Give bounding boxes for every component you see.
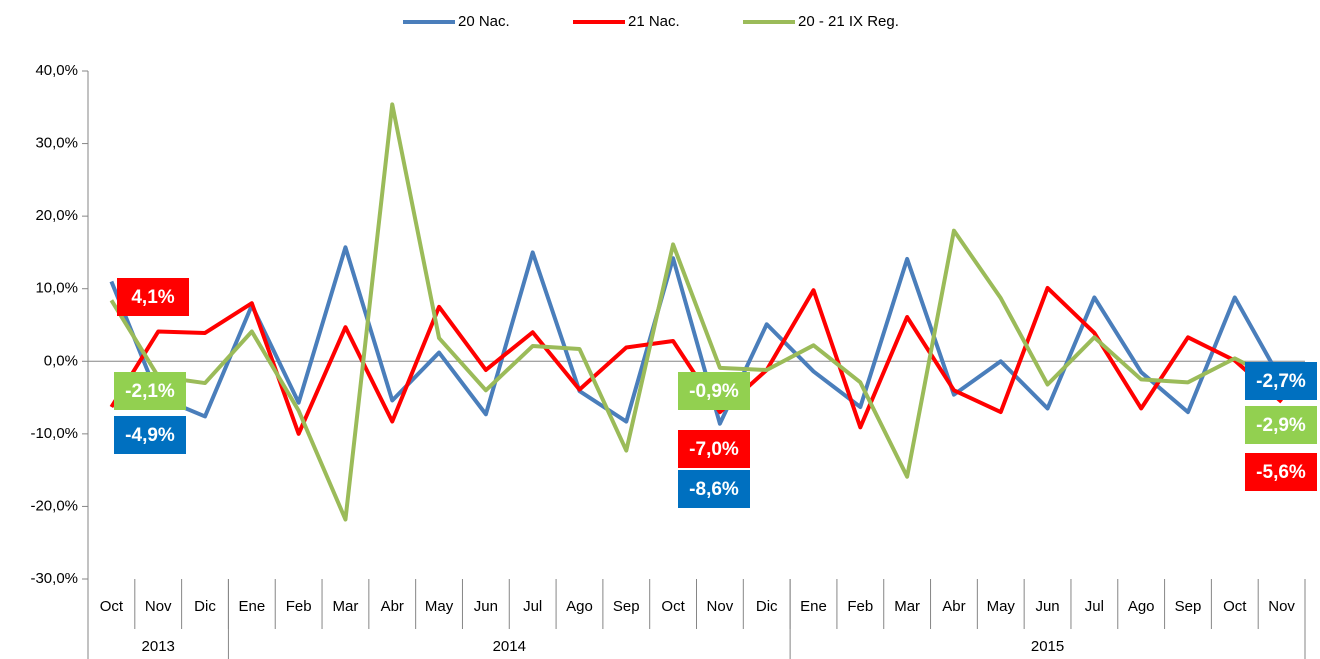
x-tick-label: Feb <box>286 598 312 615</box>
x-tick-label: Nov <box>707 598 734 615</box>
data-label: -2,1% <box>125 381 175 402</box>
y-tick-label: 10,0% <box>35 280 78 297</box>
x-tick-label: Nov <box>1268 598 1295 615</box>
x-tick-label: Mar <box>894 598 920 615</box>
x-tick-label: Sep <box>1175 598 1202 615</box>
data-label-box <box>678 470 750 508</box>
data-label-box <box>1245 453 1317 491</box>
x-tick-label: Jun <box>474 598 498 615</box>
y-tick-label: -20,0% <box>30 497 78 514</box>
x-tick-label: Ago <box>1128 598 1155 615</box>
x-tick-label: Mar <box>333 598 359 615</box>
data-label: -2,7% <box>1256 371 1306 392</box>
x-tick-label: Nov <box>145 598 172 615</box>
data-label-box <box>1245 362 1317 400</box>
x-tick-label: Oct <box>100 598 124 615</box>
x-tick-label: Ago <box>566 598 593 615</box>
y-tick-label: 30,0% <box>35 135 78 152</box>
data-label-box <box>114 416 186 454</box>
x-tick-label: Jul <box>523 598 542 615</box>
data-label: -2,9% <box>1256 415 1306 436</box>
x-tick-label: Feb <box>847 598 873 615</box>
group-label: 2013 <box>142 638 175 655</box>
x-tick-label: Abr <box>942 598 965 615</box>
data-label-box <box>114 372 186 410</box>
data-label: 4,1% <box>131 287 174 308</box>
y-tick-label: 0,0% <box>44 352 78 369</box>
y-tick-label: 40,0% <box>35 62 78 79</box>
x-tick-label: Dic <box>194 598 216 615</box>
data-label-box <box>1245 406 1317 444</box>
x-tick-label: Sep <box>613 598 640 615</box>
data-label: -8,6% <box>689 479 739 500</box>
x-tick-label: Jun <box>1035 598 1059 615</box>
group-label: 2014 <box>493 638 526 655</box>
y-tick-label: 20,0% <box>35 207 78 224</box>
x-tick-label: Jul <box>1085 598 1104 615</box>
data-label-box <box>678 430 750 468</box>
data-label-box <box>117 278 189 316</box>
legend-label: 20 - 21 IX Reg. <box>798 13 899 30</box>
x-tick-label: Ene <box>238 598 265 615</box>
data-label: -4,9% <box>125 425 175 446</box>
legend-label: 21 Nac. <box>628 13 680 30</box>
y-tick-label: -30,0% <box>30 570 78 587</box>
x-tick-label: May <box>425 598 454 615</box>
data-label: -0,9% <box>689 381 739 402</box>
series-line <box>109 102 1283 522</box>
y-tick-label: -10,0% <box>30 425 78 442</box>
data-label: -7,0% <box>689 439 739 460</box>
x-tick-label: Ene <box>800 598 827 615</box>
group-label: 2015 <box>1031 638 1064 655</box>
data-label-box <box>678 372 750 410</box>
legend-label: 20 Nac. <box>458 13 510 30</box>
data-label: -5,6% <box>1256 462 1306 483</box>
x-tick-label: Oct <box>1223 598 1247 615</box>
x-tick-label: Abr <box>381 598 404 615</box>
x-tick-label: May <box>987 598 1016 615</box>
series-line <box>109 245 1284 426</box>
x-tick-label: Dic <box>756 598 778 615</box>
x-tick-label: Oct <box>661 598 685 615</box>
